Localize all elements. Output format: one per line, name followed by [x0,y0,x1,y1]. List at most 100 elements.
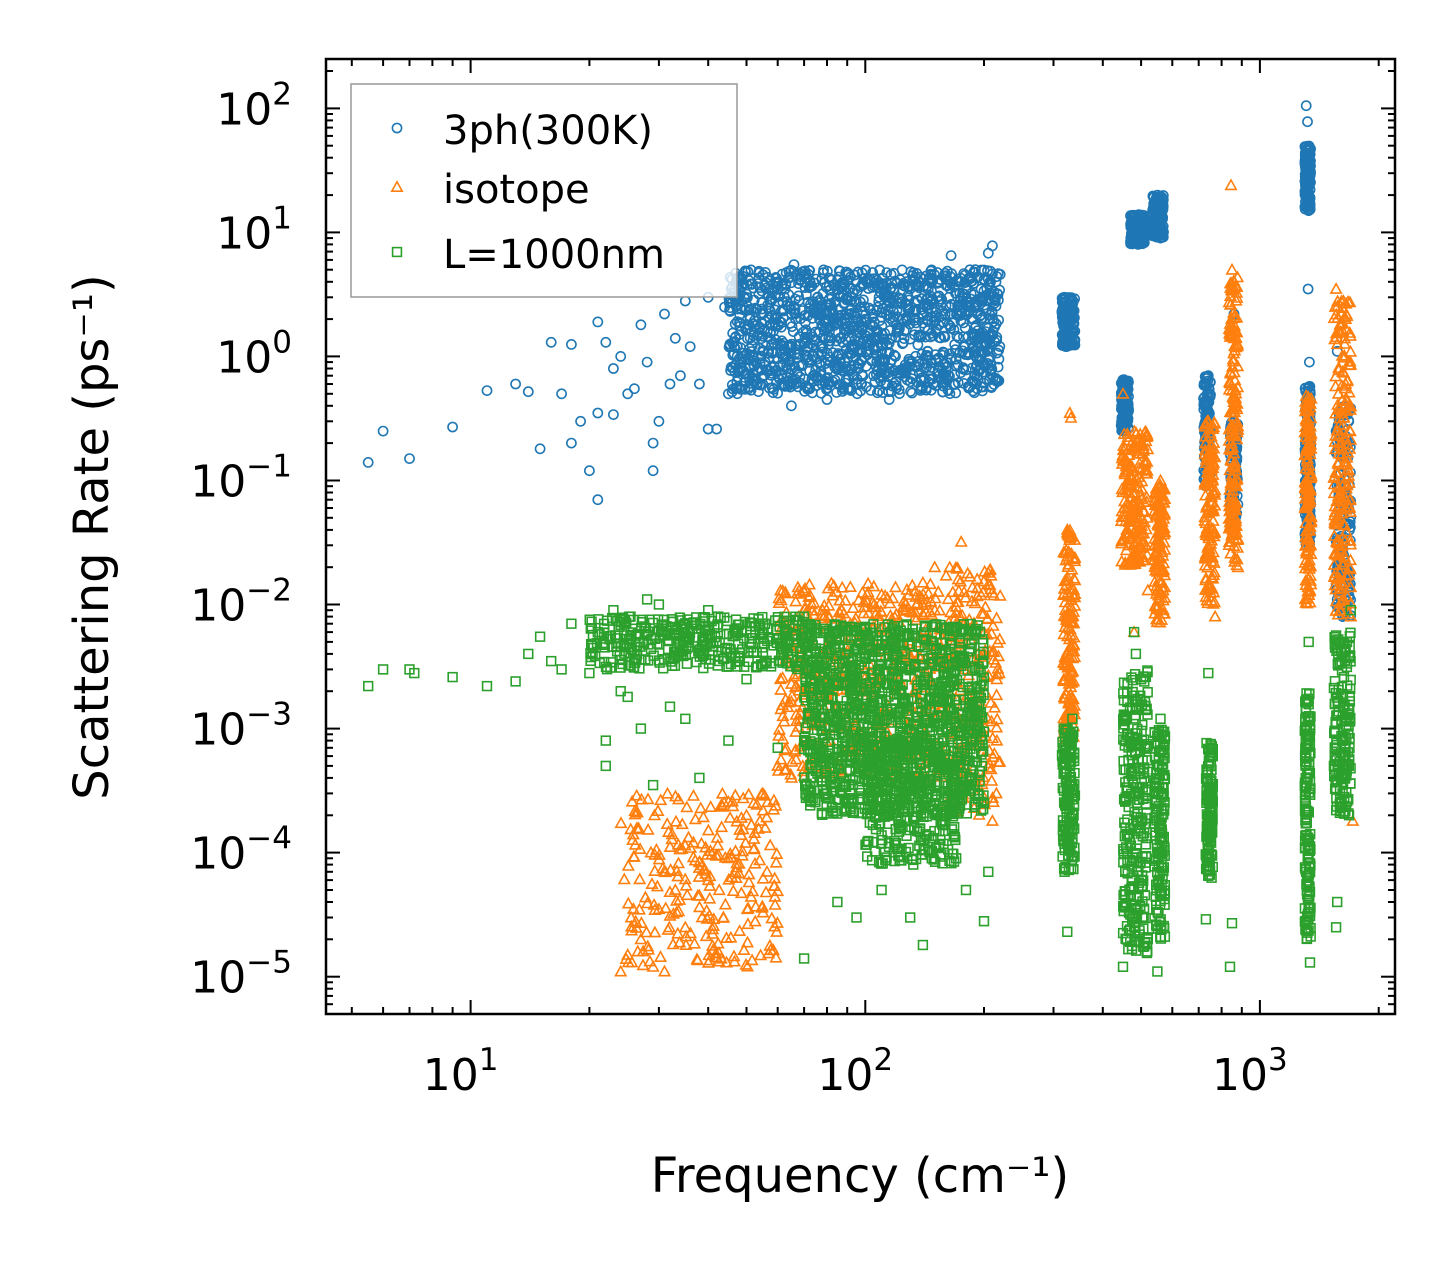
circle-marker [860,360,872,372]
circle-marker [894,274,906,286]
circle-marker [890,331,901,343]
circle-marker [857,370,869,382]
circle-marker [865,304,876,316]
circle-marker [807,307,819,318]
circle-marker [897,337,909,349]
circle-marker [901,374,913,386]
circle-marker [831,317,843,329]
circle-marker [842,352,853,363]
circle-marker [959,288,971,300]
circle-marker [746,340,758,352]
circle-marker [723,341,735,353]
circle-marker [834,291,846,303]
circle-marker [990,300,1002,312]
circle-marker [790,378,802,389]
circle-marker [851,307,863,318]
circle-marker [905,358,917,370]
circle-marker [913,355,924,367]
circle-marker [977,357,989,369]
circle-marker [916,304,927,315]
circle-marker [912,294,923,306]
circle-marker [971,308,983,320]
circle-marker [886,281,897,293]
circle-marker [929,269,940,280]
circle-marker [811,353,822,365]
circle-marker [767,387,779,398]
circle-marker [865,384,877,396]
circle-marker [753,327,765,338]
circle-marker [785,264,797,276]
circle-marker [843,363,855,375]
circle-marker [962,347,974,358]
circle-marker [731,303,743,315]
circle-marker [736,380,748,392]
circle-marker [857,306,869,318]
circle-marker [731,382,743,394]
circle-marker [931,267,943,278]
circle-marker [759,280,770,291]
circle-marker [910,271,921,283]
circle-marker [743,383,754,395]
circle-marker [837,337,849,348]
circle-marker [827,376,839,388]
circle-marker [781,363,793,375]
circle-marker [987,313,998,325]
circle-marker [862,277,874,289]
circle-marker [891,382,902,394]
circle-marker [820,321,832,333]
circle-marker [785,307,797,319]
circle-marker [885,357,896,369]
circle-marker [807,296,819,308]
circle-marker [822,309,834,321]
circle-marker [908,304,920,316]
circle-marker [881,291,892,303]
circle-marker [938,347,950,359]
circle-marker [916,382,928,393]
circle-marker [824,284,836,296]
circle-marker [940,361,952,373]
circle-marker [978,330,989,342]
circle-marker [925,362,937,373]
circle-marker [948,316,959,328]
circle-marker [779,291,790,303]
circle-marker [939,267,951,279]
circle-marker [906,387,918,399]
circle-marker [854,358,865,370]
circle-marker [837,385,848,397]
circle-marker [849,269,861,281]
circle-marker [831,386,842,398]
circle-marker [972,325,983,337]
circle-marker [940,279,952,291]
circle-marker [727,362,739,373]
circle-marker [992,361,1004,373]
circle-marker [960,364,972,376]
circle-marker [757,345,768,356]
circle-marker [885,302,896,314]
circle-marker [800,324,812,336]
circle-marker [815,308,827,320]
circle-marker [874,264,886,276]
circle-marker [862,345,873,357]
circle-marker [952,276,964,287]
circle-marker [829,357,840,369]
circle-marker [965,287,977,299]
circle-marker [955,367,967,379]
circle-marker [802,296,814,308]
circle-marker [984,374,995,386]
circle-marker [859,329,871,341]
circle-marker [910,306,921,317]
circle-marker [945,322,957,334]
circle-marker [824,356,836,368]
circle-marker [896,296,908,308]
circle-marker [756,372,768,384]
circle-marker [982,273,994,285]
circle-marker [799,265,811,277]
circle-marker [854,326,865,338]
circle-marker [800,380,812,392]
circle-marker [943,291,955,303]
circle-marker [925,354,937,366]
circle-marker [963,381,974,393]
circle-marker [829,374,841,386]
circle-marker [989,374,1001,386]
circle-marker [756,297,768,308]
